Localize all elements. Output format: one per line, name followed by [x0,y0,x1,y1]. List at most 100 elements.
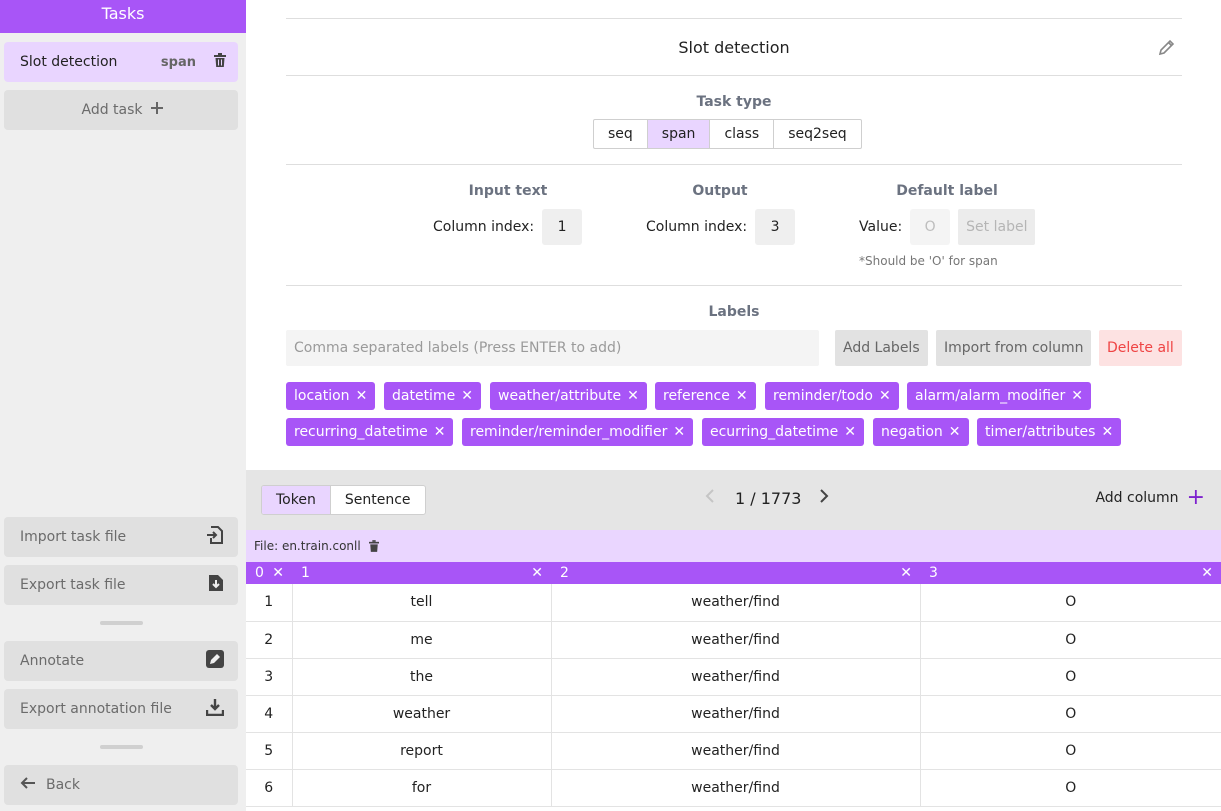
task-type-selector: seq span class seq2seq [593,119,862,149]
table-row[interactable]: 2 me weather/find O [246,621,1221,659]
task-title-row: Slot detection [286,19,1182,75]
default-label-row: Value: O Set label [859,209,1036,245]
output-label: Output [692,183,748,199]
pencil-icon[interactable] [1158,38,1176,60]
close-icon[interactable]: ✕ [878,388,891,404]
sidebar-divider[interactable] [100,621,143,625]
output-column-index-field[interactable]: 3 [755,209,796,245]
task-item-slot-detection[interactable]: Slot detection span [4,42,238,82]
table-row[interactable]: 4 weather weather/find O [246,695,1221,733]
close-icon[interactable]: ✕ [433,424,446,440]
sidebar-divider[interactable] [100,745,143,749]
import-task-file-button[interactable]: Import task file [4,517,238,557]
close-icon[interactable]: ✕ [531,565,543,581]
divider [286,18,1182,19]
label-tag: reminder/todo ✕ [765,382,899,410]
data-table: 1 tell weather/find O 2 me weather/find … [246,584,1221,807]
view-toggle: Token Sentence [261,485,426,515]
close-icon[interactable]: ✕ [735,388,748,404]
input-column-row: Column index: 1 [433,209,583,245]
label-tag: reference ✕ [655,382,756,410]
input-text-label: Input text [468,183,548,199]
table-row[interactable]: 5 report weather/find O [246,732,1221,770]
arrow-left-icon [20,777,36,793]
file-bar: File: en.train.conll [246,530,1221,562]
task-title: Slot detection [678,37,790,57]
export-task-file-button[interactable]: Export task file [4,565,238,605]
sidebar-title: Tasks [0,0,246,33]
close-icon[interactable]: ✕ [355,388,368,404]
task-type-seq[interactable]: seq [594,120,648,148]
file-name: File: en.train.conll [254,539,361,553]
close-icon[interactable]: ✕ [461,388,473,404]
default-label-input[interactable]: O [910,209,951,245]
download-icon [205,698,225,720]
column-header-3[interactable]: 3 ✕ [920,562,1221,584]
labels-input[interactable]: Comma separated labels (Press ENTER to a… [286,330,819,366]
chevron-left-icon[interactable] [705,488,715,508]
close-icon[interactable]: ✕ [272,565,284,581]
close-icon[interactable]: ✕ [627,388,639,404]
close-icon[interactable]: ✕ [900,565,912,581]
task-type-seq2seq[interactable]: seq2seq [788,126,847,142]
table-row[interactable]: 1 tell weather/find O [246,584,1221,622]
task-type-span[interactable]: span [647,120,711,148]
task-type-class[interactable]: class [710,120,775,148]
column-header-0[interactable]: 0 ✕ [246,562,292,584]
table-toolbar: Token Sentence 1 / 1773 Add column + [246,470,1221,530]
view-sentence[interactable]: Sentence [344,492,411,508]
add-task-button[interactable]: Add task [4,90,238,130]
column-header-2[interactable]: 2 ✕ [551,562,920,584]
task-name: Slot detection [20,54,118,70]
file-export-icon [208,574,224,596]
label-tag: timer/attributes ✕ [977,418,1122,446]
page-indicator: 1 / 1773 [735,488,802,508]
output-column-label: Column index: [646,219,748,235]
label-tag: alarm/alarm_modifier ✕ [907,382,1092,410]
trash-icon[interactable] [214,53,226,71]
label-tag: recurring_datetime ✕ [286,418,454,446]
chevron-right-icon[interactable] [819,488,829,508]
export-annotation-file-button[interactable]: Export annotation file [4,689,238,729]
label-tag: weather/attribute ✕ [490,382,647,410]
pager: 1 / 1773 [705,488,829,508]
main-panel: Slot detection Task type seq span class … [246,0,1221,811]
input-column-label: Column index: [433,219,535,235]
plus-icon: + [1186,485,1205,510]
column-header-1[interactable]: 1 ✕ [292,562,551,584]
default-label-note: *Should be 'O' for span [859,254,998,268]
import-from-column-button[interactable]: Import from column [936,330,1092,366]
table-row[interactable]: 6 for weather/find O [246,769,1221,807]
table-row[interactable]: 3 the weather/find O [246,658,1221,696]
view-token[interactable]: Token [262,486,331,514]
sidebar: Tasks Slot detection span Add task Impor… [0,0,246,811]
label-tag: negation ✕ [873,418,969,446]
default-label-value-label: Value: [859,219,903,235]
divider [286,285,1182,286]
label-tag: location ✕ [286,382,376,410]
output-column-row: Column index: 3 [646,209,796,245]
plus-icon [150,102,163,118]
add-column-button[interactable]: Add column + [1095,485,1205,510]
add-labels-button[interactable]: Add Labels [835,330,928,366]
delete-all-button[interactable]: Delete all [1099,330,1182,366]
annotate-button[interactable]: Annotate [4,641,238,681]
set-label-button[interactable]: Set label [958,209,1036,245]
trash-icon[interactable] [368,540,379,552]
label-tag: ecurring_datetime ✕ [702,418,865,446]
input-column-index-field[interactable]: 1 [542,209,583,245]
file-import-icon [206,526,224,548]
labels-heading: Labels [708,304,760,320]
label-tag: reminder/reminder_modifier ✕ [462,418,694,446]
back-button[interactable]: Back [4,765,238,805]
close-icon[interactable]: ✕ [1101,424,1114,440]
divider [286,164,1182,165]
close-icon[interactable]: ✕ [948,424,961,440]
close-icon[interactable]: ✕ [1201,565,1213,581]
close-icon[interactable]: ✕ [673,424,686,440]
divider [286,75,1182,76]
close-icon[interactable]: ✕ [844,424,857,440]
close-icon[interactable]: ✕ [1071,388,1084,404]
edit-icon [206,650,224,672]
task-type-badge: span [160,54,196,70]
